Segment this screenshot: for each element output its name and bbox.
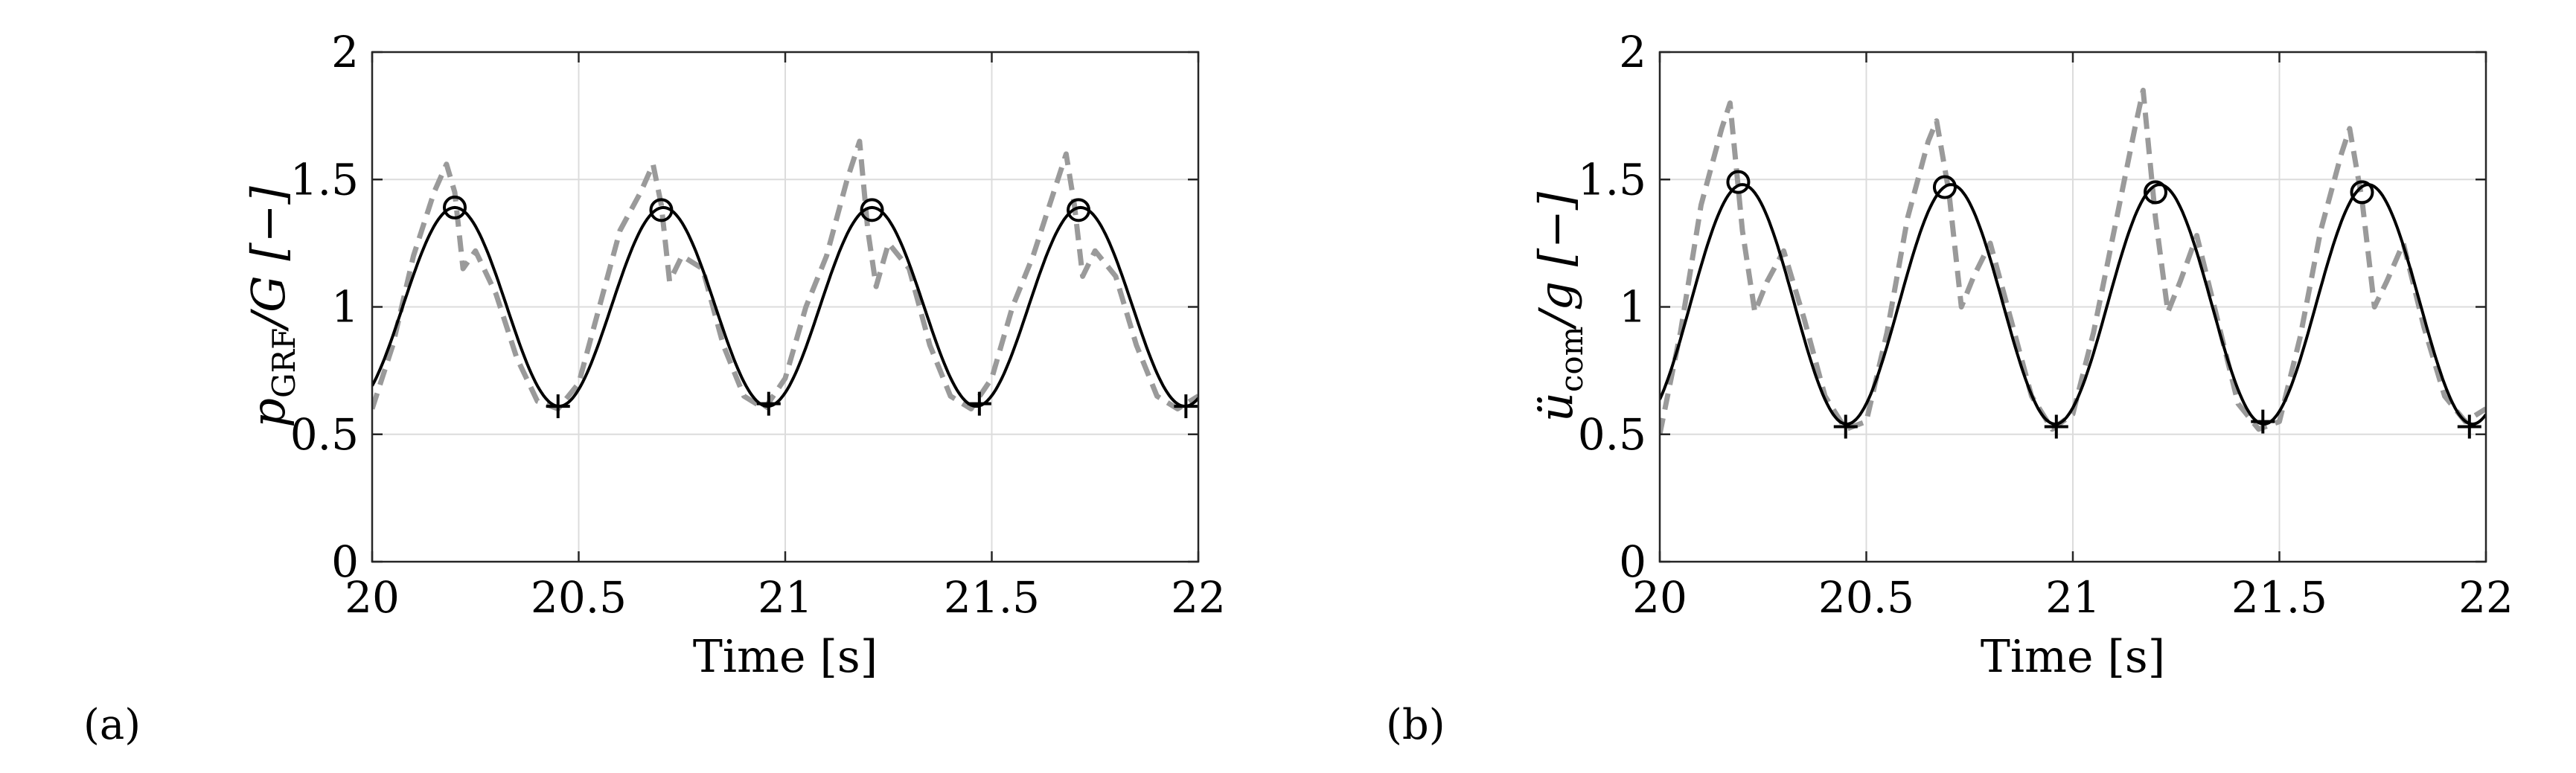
x-tick-label: 20.5 [1818, 572, 1914, 623]
chart-b: 20 20.5 21 21.5 22 0 0.5 1 1.5 2 Time [s] ücom/g [−… [1529, 27, 2513, 683]
series-fitted-line [1660, 183, 2486, 426]
x-tick-label: 21.5 [944, 572, 1040, 623]
series-measured-line [372, 138, 1198, 411]
trough-marker [756, 391, 781, 416]
peak-marker [2144, 180, 2167, 205]
x-tick-label: 20.5 [531, 572, 627, 623]
y-axis-label-subscript: com [1553, 327, 1590, 393]
peak-marker [860, 198, 884, 222]
panel-label-b: (b) [1386, 701, 1445, 749]
peak-marker [2350, 180, 2374, 205]
y-tick-label: 0.5 [290, 409, 359, 460]
y-axis-label: pGRF/G [−] [241, 185, 302, 427]
x-tick-label: 20 [345, 572, 400, 623]
y-axis-label-subscript: GRF [266, 328, 302, 398]
x-tick-label: 22 [1171, 572, 1226, 623]
y-axis-label-main: ü [1529, 392, 1583, 422]
data-layer [1660, 87, 2486, 435]
peak-marker [649, 198, 674, 222]
y-axis-label: ücom/g [−] [1529, 191, 1590, 422]
y-axis-label-rest: /g [−] [1529, 191, 1583, 330]
x-tick-label: 20 [1632, 572, 1687, 623]
y-axis-label-rest: /G [−] [241, 185, 295, 331]
peak-marker [1067, 198, 1091, 222]
x-tick-label: 21.5 [2231, 572, 2327, 623]
x-axis-label: Time [s] [693, 631, 878, 683]
trough-marker [546, 394, 570, 419]
series-measured-line [1660, 87, 2486, 435]
trough-marker [1174, 394, 1198, 419]
y-tick-label: 1 [331, 282, 359, 333]
chart-a: 20 20.5 21 21.5 22 0 0.5 1 1.5 2 Time [s] pGRF/G [−… [241, 27, 1226, 683]
trough-marker [2044, 414, 2068, 439]
peak-marker [1932, 175, 1957, 199]
trough-marker [1833, 414, 1858, 439]
x-tick-label: 21 [758, 572, 813, 623]
y-tick-label: 0 [331, 536, 359, 587]
y-axis-label-main: p [241, 398, 295, 428]
y-tick-label: 2 [1619, 27, 1646, 77]
x-axis-label: Time [s] [1981, 631, 2165, 683]
y-tick-label: 1 [1619, 282, 1646, 333]
peak-marker [443, 195, 467, 219]
panel-label-a: (a) [83, 701, 141, 749]
y-tick-label: 0.5 [1578, 409, 1646, 460]
y-tick-label: 1.5 [1578, 154, 1646, 205]
peak-marker [1726, 170, 1751, 194]
x-tick-label: 22 [2458, 572, 2513, 623]
trough-marker [2251, 409, 2275, 434]
trough-marker [2457, 414, 2481, 439]
trough-marker [967, 391, 991, 416]
series-fitted-line [372, 205, 1198, 408]
y-tick-label: 0 [1619, 536, 1646, 587]
y-tick-label: 1.5 [290, 154, 359, 205]
y-tick-label: 2 [331, 27, 359, 77]
data-layer [372, 138, 1198, 411]
x-tick-label: 21 [2045, 572, 2100, 623]
